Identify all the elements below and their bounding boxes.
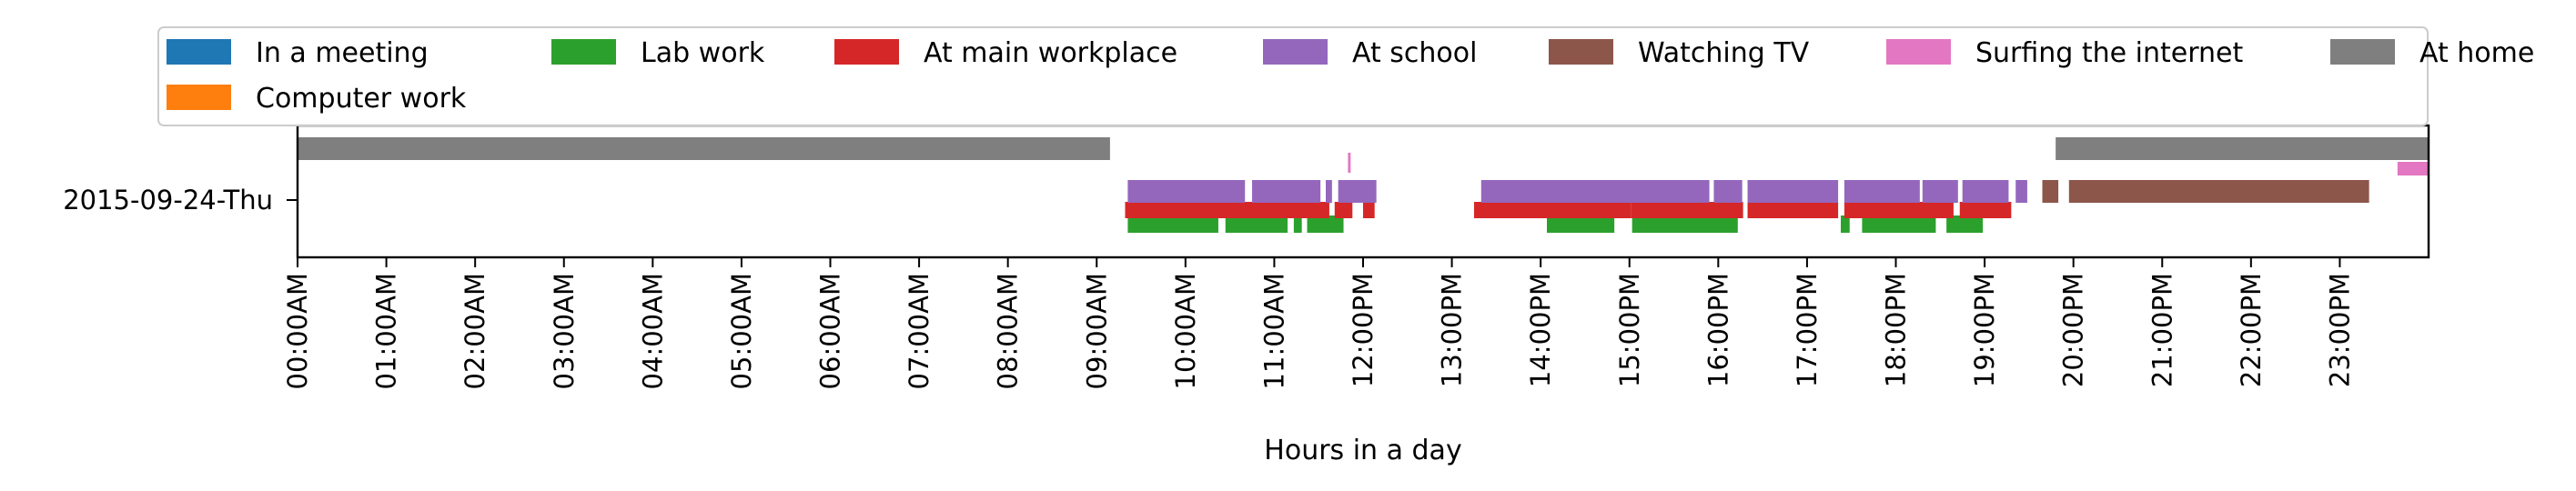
x-tick-label: 02:00AM: [460, 273, 490, 389]
activity-bar: [1125, 202, 1329, 218]
activity-bar: [1844, 202, 1954, 218]
x-tick-label: 07:00AM: [904, 273, 934, 389]
x-tick-label: 05:00AM: [726, 273, 757, 389]
legend-label: Computer work: [256, 83, 467, 115]
activity-bar: [1225, 215, 1288, 233]
activity-bar: [1473, 202, 1631, 218]
x-tick-label: 00:00AM: [282, 273, 313, 389]
x-tick-label: 08:00AM: [993, 273, 1024, 389]
legend-swatch: [551, 39, 616, 65]
legend: In a meeting Computer work Lab work At main…: [157, 26, 2534, 126]
activity-bar: [2397, 162, 2429, 175]
x-tick-label: 18:00PM: [1881, 273, 1912, 387]
activity-bar: [1252, 180, 1321, 203]
legend-label: In a meeting: [256, 37, 429, 69]
x-tick-label: 23:00PM: [2324, 273, 2355, 387]
activity-bar: [1363, 202, 1375, 218]
x-tick-label: 09:00AM: [1081, 273, 1112, 389]
activity-bar: [2056, 137, 2429, 160]
activity-bar: [1946, 215, 1984, 233]
legend-label: Surfing the internet: [1975, 37, 2243, 69]
activity-bar: [1338, 180, 1377, 203]
x-tick-label: 03:00AM: [549, 273, 580, 389]
legend-swatch: [1886, 39, 1951, 65]
x-axis-label: Hours in a day: [1264, 435, 1461, 466]
activity-bar: [1962, 180, 2009, 203]
y-axis: 2015-09-24-Thu: [63, 185, 298, 215]
activity-bar: [1293, 215, 1302, 233]
activity-bar: [1844, 180, 1920, 203]
activity-bar: [1348, 153, 1351, 173]
activity-bar: [1631, 215, 1738, 233]
x-tick-label: 10:00AM: [1170, 273, 1201, 389]
x-tick-label: 11:00AM: [1258, 273, 1289, 389]
legend-swatch: [1549, 39, 1613, 65]
activity-bar: [1747, 180, 1839, 203]
activity-bar: [1547, 215, 1615, 233]
activity-bar: [1334, 202, 1353, 218]
activity-bar: [2015, 180, 2027, 203]
legend-swatch: [167, 39, 231, 65]
activity-bar: [1747, 202, 1839, 218]
x-tick-label: 17:00PM: [1792, 273, 1823, 387]
activity-bar: [1922, 180, 1958, 203]
activity-bar: [1631, 202, 1743, 218]
legend-label: Lab work: [641, 37, 765, 69]
x-tick-label: 04:00AM: [637, 273, 668, 389]
legend-swatch: [167, 85, 231, 110]
legend-label: Watching TV: [1638, 37, 1810, 69]
activity-bar: [1326, 180, 1332, 203]
activity-bars: [298, 137, 2429, 233]
activity-bar: [298, 137, 1110, 160]
y-tick-label: 2015-09-24-Thu: [63, 185, 273, 215]
x-tick-label: 21:00PM: [2147, 273, 2177, 387]
x-tick-label: 15:00PM: [1614, 273, 1645, 387]
x-tick-label: 14:00PM: [1525, 273, 1556, 387]
activity-bar: [2042, 180, 2059, 203]
activity-bar: [1127, 215, 1218, 233]
activity-bar: [2068, 180, 2369, 203]
legend-label: At home: [2419, 37, 2534, 69]
activity-bar: [1841, 215, 1850, 233]
x-tick-label: 01:00AM: [371, 273, 402, 389]
x-axis-ticks: 00:00AM 01:00AM 02:00AM 03:00AM 04:00AM 05:00…: [282, 257, 2355, 389]
activity-bar: [1307, 215, 1344, 233]
legend-label: At main workplace: [924, 37, 1177, 69]
legend-swatch: [834, 39, 899, 65]
legend-label: At school: [1352, 37, 1477, 69]
x-tick-label: 20:00PM: [2058, 273, 2089, 387]
legend-frame: [157, 26, 2429, 126]
legend-swatch: [1263, 39, 1328, 65]
activity-bar: [1862, 215, 1936, 233]
x-tick-label: 16:00PM: [1702, 273, 1733, 387]
activity-bar: [1480, 180, 1710, 203]
x-tick-label: 06:00AM: [815, 273, 846, 389]
legend-swatch: [2330, 39, 2395, 65]
x-tick-label: 19:00PM: [1969, 273, 2000, 387]
activity-bar: [1713, 180, 1743, 203]
x-tick-label: 13:00PM: [1437, 273, 1468, 387]
activity-bar: [1959, 202, 2012, 218]
x-tick-label: 22:00PM: [2236, 273, 2267, 387]
activity-bar: [1127, 180, 1246, 203]
x-tick-label: 12:00PM: [1348, 273, 1379, 387]
